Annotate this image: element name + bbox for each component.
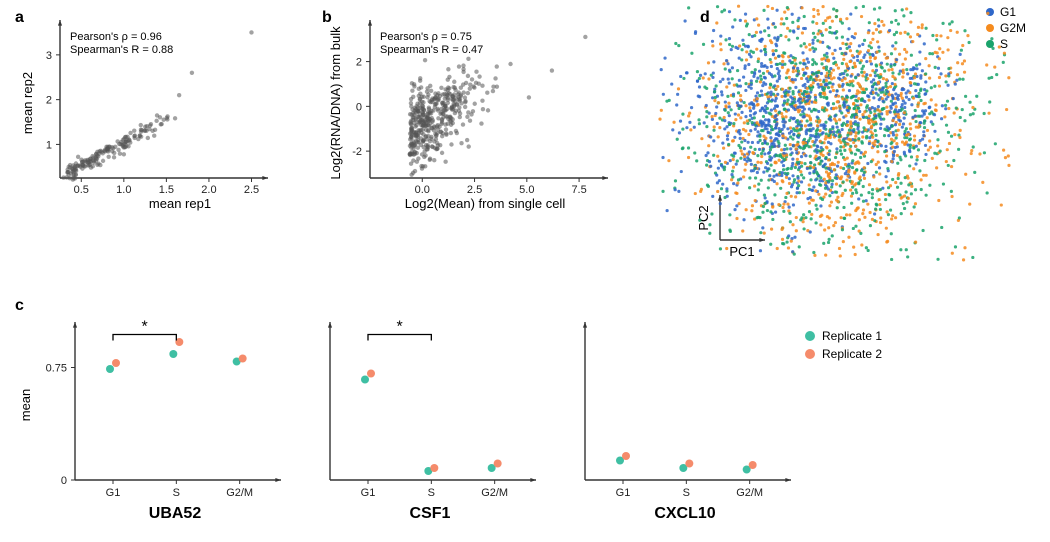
panel-c-CSF1: G1 S G2/M CSF1 * xyxy=(328,319,536,523)
legend-G1: G1 xyxy=(1000,5,1016,19)
panel-a-stat2: Spearman's R = 0.88 xyxy=(70,44,173,56)
svg-text:-2: -2 xyxy=(352,146,362,158)
svg-text:2.5: 2.5 xyxy=(244,184,259,196)
panel-a-xlabel: mean rep1 xyxy=(149,196,211,211)
svg-text:G1: G1 xyxy=(361,487,376,499)
svg-text:S: S xyxy=(683,487,690,499)
panel-b-ylabel: Log2(RNA/DNA) from bulk xyxy=(328,26,343,180)
svg-text:3: 3 xyxy=(46,50,52,62)
panel-b-label: b xyxy=(322,9,332,26)
figure-root: a 0.5 1.0 1.5 2.0 2.5 1 2 3 mean rep1 mean rep2 Pea… xyxy=(0,0,1050,542)
gene-label-CXCL10: CXCL10 xyxy=(654,505,715,522)
gene-label-CSF1: CSF1 xyxy=(410,505,451,522)
panel-c-UBA52: G1 S G2/M UBA52 * xyxy=(73,319,281,523)
svg-text:0.75: 0.75 xyxy=(46,363,67,375)
panel-b-stat1: Pearson's ρ = 0.75 xyxy=(380,31,472,43)
panel-a-stat1: Pearson's ρ = 0.96 xyxy=(70,31,162,43)
svg-text:7.5: 7.5 xyxy=(571,184,586,196)
svg-text:2: 2 xyxy=(356,57,362,69)
svg-text:G2/M: G2/M xyxy=(226,487,253,499)
panel-b: b 0.0 2.5 5.0 7.5 -2 0 2 Log2(Mean) from single … xyxy=(322,9,608,211)
panel-d-legend: G1 G2M S xyxy=(986,5,1026,51)
svg-text:5.0: 5.0 xyxy=(519,184,534,196)
svg-text:1.0: 1.0 xyxy=(116,184,131,196)
sig-star: * xyxy=(397,319,403,336)
panel-b-points xyxy=(408,35,588,177)
panel-d-xlabel: PC1 xyxy=(729,244,754,259)
svg-text:1.5: 1.5 xyxy=(159,184,174,196)
panel-c-label: c xyxy=(15,297,24,314)
legend-G2M: G2M xyxy=(1000,21,1026,35)
figure-svg: a 0.5 1.0 1.5 2.0 2.5 1 2 3 mean rep1 mean rep2 Pea… xyxy=(0,0,1050,542)
panel-a-ylabel: mean rep2 xyxy=(20,72,35,134)
svg-text:0: 0 xyxy=(61,475,67,487)
panel-d-axes-icon: PC1 PC2 xyxy=(696,195,765,259)
svg-text:2.5: 2.5 xyxy=(467,184,482,196)
panel-b-stat2: Spearman's R = 0.47 xyxy=(380,44,483,56)
panel-b-xlabel: Log2(Mean) from single cell xyxy=(405,196,566,211)
panel-d-ylabel: PC2 xyxy=(696,205,711,230)
panel-d: d G1 G2M S PC1 PC2 xyxy=(658,5,1026,262)
svg-text:G2/M: G2/M xyxy=(736,487,763,499)
svg-text:0.0: 0.0 xyxy=(415,184,430,196)
svg-text:G1: G1 xyxy=(106,487,121,499)
legend-S: S xyxy=(1000,37,1008,51)
gene-label-UBA52: UBA52 xyxy=(149,505,202,522)
panel-a-label: a xyxy=(15,9,24,26)
svg-text:S: S xyxy=(428,487,435,499)
sig-star: * xyxy=(142,319,148,336)
legend-Replicate 2: Replicate 2 xyxy=(822,347,882,361)
svg-text:0.5: 0.5 xyxy=(74,184,89,196)
panel-c-legend: Replicate 1 Replicate 2 xyxy=(805,329,882,361)
panel-c-CXCL10: G1 S G2/M CXCL10 xyxy=(583,322,791,522)
svg-text:2.0: 2.0 xyxy=(201,184,216,196)
legend-Replicate 1: Replicate 1 xyxy=(822,329,882,343)
svg-text:2: 2 xyxy=(46,95,52,107)
panel-d-points xyxy=(658,5,1010,262)
panel-c-ylabel: mean xyxy=(18,389,33,422)
svg-text:G1: G1 xyxy=(616,487,631,499)
panel-a: a 0.5 1.0 1.5 2.0 2.5 1 2 3 mean rep1 mean rep2 Pea… xyxy=(15,9,268,211)
panel-c: c mean 0 0.75 Replicate 1 Replicate 2 G1 S G2/M U… xyxy=(15,297,882,522)
panel-d-label: d xyxy=(700,9,710,26)
svg-text:S: S xyxy=(173,487,180,499)
svg-text:0: 0 xyxy=(356,101,362,113)
svg-text:1: 1 xyxy=(46,139,52,151)
svg-text:G2/M: G2/M xyxy=(481,487,508,499)
